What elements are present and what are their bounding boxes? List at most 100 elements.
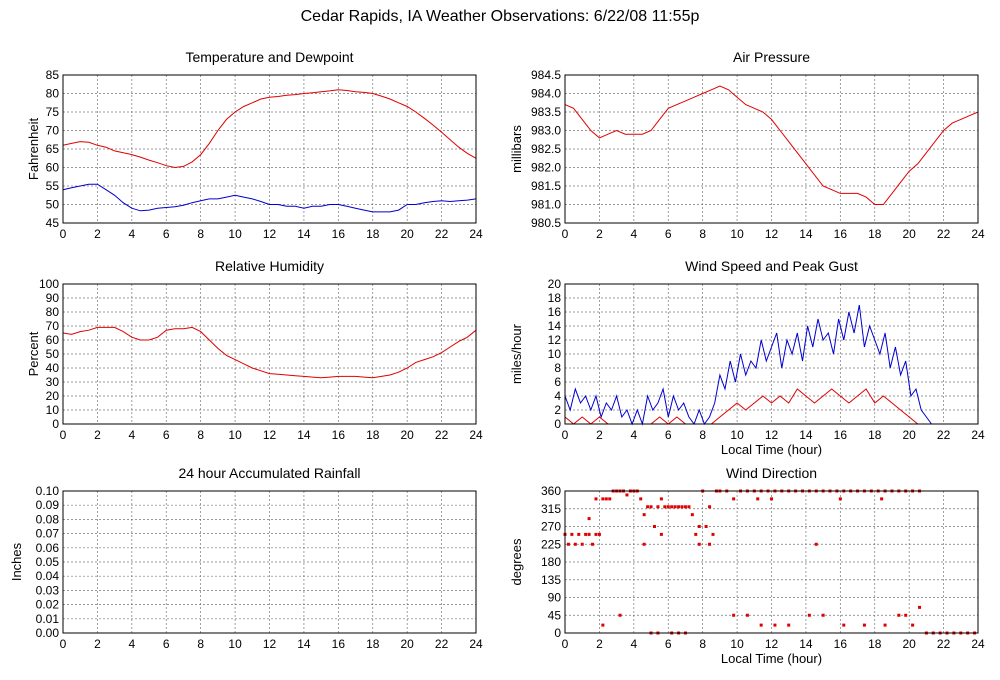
temp-y-tick-label: 65 [46, 142, 60, 156]
temp-x-tick-label: 0 [60, 227, 67, 241]
wind-speed-y-tick-label: 2 [554, 403, 561, 417]
rainfall-y-tick-label: 0.06 [36, 541, 60, 555]
humidity-x-tick-label: 20 [400, 428, 414, 442]
pressure-y-tick-label: 983.5 [531, 105, 561, 119]
wind-speed-y-tick-label: 8 [554, 361, 561, 375]
wind-speed-x-tick-label: 24 [971, 428, 985, 442]
humidity-y-tick-label: 10 [46, 403, 60, 417]
wind-direction-point [732, 497, 736, 501]
humidity-x-tick-label: 10 [228, 428, 242, 442]
wind-speed-y-tick-label: 14 [548, 319, 562, 333]
wind-direction-point [601, 497, 605, 501]
wind-direction-point [577, 532, 581, 536]
wind-direction-point [911, 623, 915, 627]
wind-direction-point [659, 497, 663, 501]
wind-direction-y-tick-label: 45 [548, 608, 562, 622]
rainfall-y-tick-label: 0.03 [36, 583, 60, 597]
humidity-y-tick-label: 0 [52, 417, 59, 431]
pressure-x-tick-label: 20 [902, 227, 916, 241]
pressure-ylabel: millibars [509, 125, 524, 173]
wind-direction-point [573, 542, 577, 546]
wind-direction-point [604, 497, 608, 501]
temp-x-tick-label: 16 [332, 227, 346, 241]
wind-direction-point [587, 517, 591, 521]
wind-direction-y-tick-label: 315 [541, 502, 561, 516]
wind-direction-point [677, 505, 681, 509]
wind-direction-point [673, 505, 677, 509]
wind-direction-xlabel: Local Time (hour) [721, 651, 822, 666]
wind-direction-x-tick-label: 2 [596, 637, 603, 651]
humidity-y-tick-label: 50 [46, 347, 60, 361]
wind-speed-series-line-0 [564, 304, 932, 426]
wind-speed-x-tick-label: 4 [630, 428, 637, 442]
wind-direction-y-tick-label: 180 [541, 555, 561, 569]
pressure-y-tick-label: 982.5 [531, 142, 561, 156]
wind-direction-y-tick-label: 0 [554, 626, 561, 640]
pressure-x-tick-label: 4 [630, 227, 637, 241]
pressure-x-tick-label: 18 [868, 227, 882, 241]
wind-direction-title: Wind Direction [726, 465, 817, 481]
pressure-y-tick-label: 984.5 [531, 68, 561, 82]
wind-speed-y-tick-label: 0 [554, 417, 561, 431]
pressure-title: Air Pressure [733, 49, 810, 65]
wind-direction-y-tick-label: 360 [541, 484, 561, 498]
rainfall-title: 24 hour Accumulated Rainfall [178, 465, 360, 481]
wind-direction-point [732, 613, 736, 617]
wind-direction-x-tick-label: 22 [937, 637, 951, 651]
wind-direction-point [897, 613, 901, 617]
wind-direction-ylabel: degrees [509, 538, 524, 585]
wind-direction-x-tick-label: 12 [765, 637, 779, 651]
pressure-x-tick-label: 12 [765, 227, 779, 241]
wind-direction-point [773, 623, 777, 627]
temp-y-tick-label: 85 [46, 68, 60, 82]
wind-direction-x-tick-label: 10 [730, 637, 744, 651]
wind-direction-point [642, 513, 646, 517]
humidity-y-tick-label: 70 [46, 319, 60, 333]
wind-direction-point [587, 532, 591, 536]
rainfall-x-tick-label: 18 [366, 637, 380, 651]
rainfall-x-tick-label: 14 [297, 637, 311, 651]
wind-speed-x-tick-label: 20 [902, 428, 916, 442]
wind-direction-point [694, 532, 698, 536]
wind-speed-y-tick-label: 18 [548, 291, 562, 305]
temp-y-tick-label: 80 [46, 87, 60, 101]
pressure-x-tick-label: 14 [799, 227, 813, 241]
temp-y-tick-label: 60 [46, 161, 60, 175]
wind-direction-point [594, 497, 598, 501]
wind-direction-point [618, 613, 622, 617]
wind-direction-point [646, 505, 650, 509]
pressure-y-tick-label: 981.0 [531, 198, 561, 212]
humidity-x-tick-label: 4 [128, 428, 135, 442]
humidity-x-tick-label: 0 [60, 428, 67, 442]
wind-direction-point [708, 542, 712, 546]
wind-direction-point [756, 497, 760, 501]
wind-speed-xlabel: Local Time (hour) [721, 442, 822, 457]
rainfall-y-tick-label: 0.00 [36, 626, 60, 640]
wind-direction-point [862, 623, 866, 627]
rainfall-y-tick-label: 0.04 [36, 569, 60, 583]
humidity-x-tick-label: 12 [263, 428, 277, 442]
wind-direction-point [770, 497, 773, 501]
temp-ylabel: Fahrenheit [26, 118, 41, 181]
wind-direction-point [838, 497, 842, 501]
wind-direction-point [759, 623, 763, 627]
temp-x-tick-label: 14 [297, 227, 311, 241]
wind-direction-point [842, 623, 846, 627]
humidity-y-tick-label: 40 [46, 361, 60, 375]
pressure-series-line-0 [564, 85, 979, 205]
wind-speed-y-tick-label: 12 [548, 333, 562, 347]
wind-direction-point [625, 493, 629, 497]
rainfall-y-tick-label: 0.10 [36, 484, 60, 498]
wind-speed-x-tick-label: 10 [730, 428, 744, 442]
temp-y-tick-label: 50 [46, 198, 60, 212]
temp-y-tick-label: 75 [46, 105, 60, 119]
wind-direction-point [704, 525, 708, 528]
rainfall-y-tick-label: 0.05 [36, 555, 60, 569]
wind-direction-point [697, 525, 701, 528]
wind-direction-point [608, 497, 612, 501]
